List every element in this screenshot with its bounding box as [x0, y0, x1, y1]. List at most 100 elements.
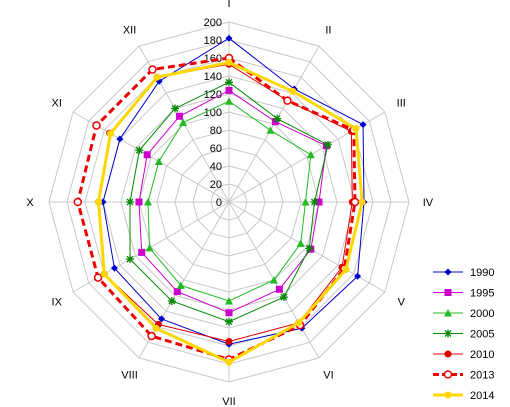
series-2005 [126, 78, 332, 326]
point-2014-II [289, 87, 297, 95]
point-1990-V [354, 272, 362, 280]
point-2013-II [283, 96, 292, 105]
point-1995-VIII [173, 288, 181, 296]
tick-label-80: 80 [210, 125, 222, 137]
point-2014-I [225, 59, 233, 66]
point-2014-VI [295, 319, 303, 327]
point-2000-IV [301, 198, 310, 206]
legend-marker-2010 [444, 350, 452, 358]
point-1995-XII [176, 112, 183, 120]
point-1990-IX [110, 264, 118, 272]
point-2000-XI [154, 157, 163, 165]
category-label-IX: IX [52, 296, 63, 308]
data-series [73, 34, 368, 366]
series-2014 [95, 59, 366, 366]
legend-label-2014: 2014 [470, 390, 494, 402]
point-2013-IV [350, 197, 360, 207]
point-2000-III [306, 150, 315, 159]
point-2014-IV [358, 198, 366, 206]
grid-spoke-V [228, 201, 386, 293]
category-label-II: II [325, 25, 331, 37]
point-2014-VII [225, 358, 233, 366]
point-2000-I [225, 97, 233, 105]
point-2013-XI [92, 121, 101, 130]
legend-label-2010: 2010 [470, 349, 494, 361]
legend-label-2013: 2013 [470, 370, 494, 382]
tick-label-100: 100 [204, 107, 222, 119]
tick-label-140: 140 [204, 71, 222, 83]
category-label-XI: XI [52, 98, 62, 110]
point-1990-I [225, 34, 233, 42]
category-label-IV: IV [423, 197, 434, 209]
legend-label-1990: 1990 [470, 267, 494, 279]
point-2013-IX [93, 273, 103, 282]
point-2005-IX [126, 255, 135, 264]
point-2000-VIII [176, 281, 185, 289]
point-2005-XI [135, 146, 144, 155]
point-2005-VI [279, 293, 288, 302]
point-2013-VIII [147, 331, 156, 341]
series-2000 [144, 97, 315, 305]
point-2010-VII [225, 338, 233, 345]
point-2005-V [305, 244, 314, 253]
series-line-2014 [96, 60, 364, 364]
category-label-X: X [26, 197, 34, 209]
point-2005-III [323, 140, 332, 149]
category-label-III: III [397, 98, 406, 110]
legend-label-2005: 2005 [470, 329, 494, 341]
category-label-VIII: VIII [121, 369, 138, 381]
point-2005-II [273, 114, 282, 123]
point-2000-VI [270, 275, 278, 284]
tick-label-20: 20 [210, 179, 222, 191]
grid-spoke-VIII [138, 201, 230, 359]
legend-marker-2000 [444, 309, 452, 317]
legend-box [428, 262, 506, 400]
point-1990-VIII [158, 315, 165, 323]
point-1990-XI [116, 135, 124, 143]
point-2000-IX [145, 243, 154, 252]
point-2005-VII [225, 317, 233, 326]
tick-label-180: 180 [204, 35, 222, 47]
point-1995-VI [275, 285, 283, 293]
tick-label-60: 60 [210, 143, 222, 155]
point-2005-VIII [167, 296, 176, 305]
point-1995-XI [143, 151, 151, 159]
point-2014-V [342, 266, 350, 273]
point-1995-IV [315, 198, 323, 206]
legend-marker-2013 [443, 370, 453, 379]
point-2005-IV [310, 198, 319, 206]
point-2005-X [126, 198, 134, 206]
point-1995-II [271, 118, 279, 126]
category-label-VI: VI [323, 369, 333, 381]
point-2014-XI [107, 130, 115, 138]
legend-marker-2014 [444, 391, 452, 399]
point-1995-VII [225, 309, 233, 317]
point-1995-X [135, 198, 143, 206]
category-label-V: V [398, 296, 406, 308]
point-1995-IX [138, 248, 146, 256]
point-2000-II [266, 126, 275, 134]
point-2014-III [352, 125, 360, 133]
category-label-XII: XII [123, 25, 136, 37]
point-2000-X [144, 198, 152, 206]
tick-label-0: 0 [216, 197, 222, 209]
point-2014-X [95, 198, 102, 206]
legend-label-1995: 1995 [470, 288, 494, 300]
point-1990-III [359, 121, 367, 129]
point-2014-XII [153, 73, 161, 81]
tick-label-200: 200 [204, 17, 222, 29]
category-label-I: I [227, 0, 230, 10]
point-2000-XII [179, 118, 188, 126]
category-label-VII: VII [222, 396, 235, 407]
point-2013-XII [148, 65, 157, 74]
point-2000-VII [225, 297, 233, 305]
point-2014-VIII [152, 324, 160, 332]
legend: 1990 1995 2000 2005 2010 2013 2014 [428, 262, 506, 402]
tick-label-40: 40 [210, 161, 222, 173]
point-2014-IX [100, 270, 108, 278]
legend-marker-1995 [444, 289, 452, 296]
point-2005-I [225, 78, 233, 87]
